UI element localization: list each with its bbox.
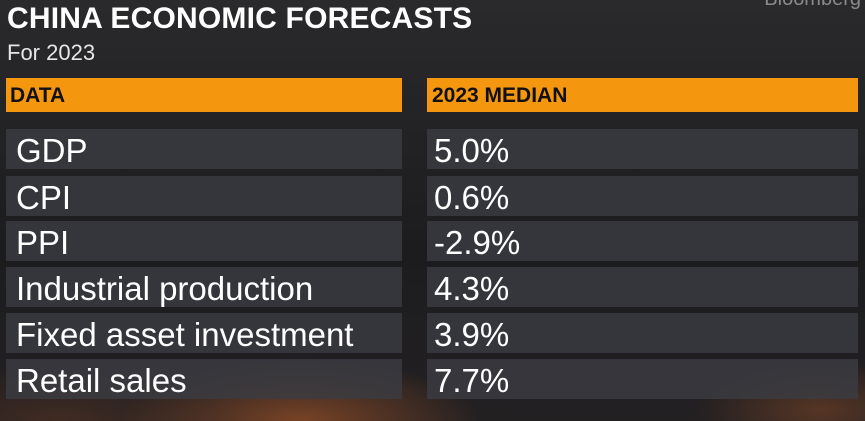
row-value-ppi: -2.9% xyxy=(427,221,858,261)
page-subtitle: For 2023 xyxy=(7,40,96,65)
row-value-gdp: 5.0% xyxy=(427,129,858,169)
column-header-median: 2023 MEDIAN xyxy=(427,78,858,112)
row-label-industrial-production: Industrial production xyxy=(6,267,402,307)
row-value-retail-sales: 7.7% xyxy=(427,359,858,399)
page-title: CHINA ECONOMIC FORECASTS xyxy=(7,2,473,35)
column-header-data: DATA xyxy=(6,78,402,112)
row-label-cpi: CPI xyxy=(6,176,402,216)
row-value-cpi: 0.6% xyxy=(427,176,858,216)
row-label-ppi: PPI xyxy=(6,221,402,261)
brand-logo: Bloomberg xyxy=(764,0,861,11)
row-value-fixed-asset-investment: 3.9% xyxy=(427,313,858,353)
row-value-industrial-production: 4.3% xyxy=(427,267,858,307)
row-label-retail-sales: Retail sales xyxy=(6,359,402,399)
row-label-gdp: GDP xyxy=(6,129,402,169)
row-label-fixed-asset-investment: Fixed asset investment xyxy=(6,313,402,353)
